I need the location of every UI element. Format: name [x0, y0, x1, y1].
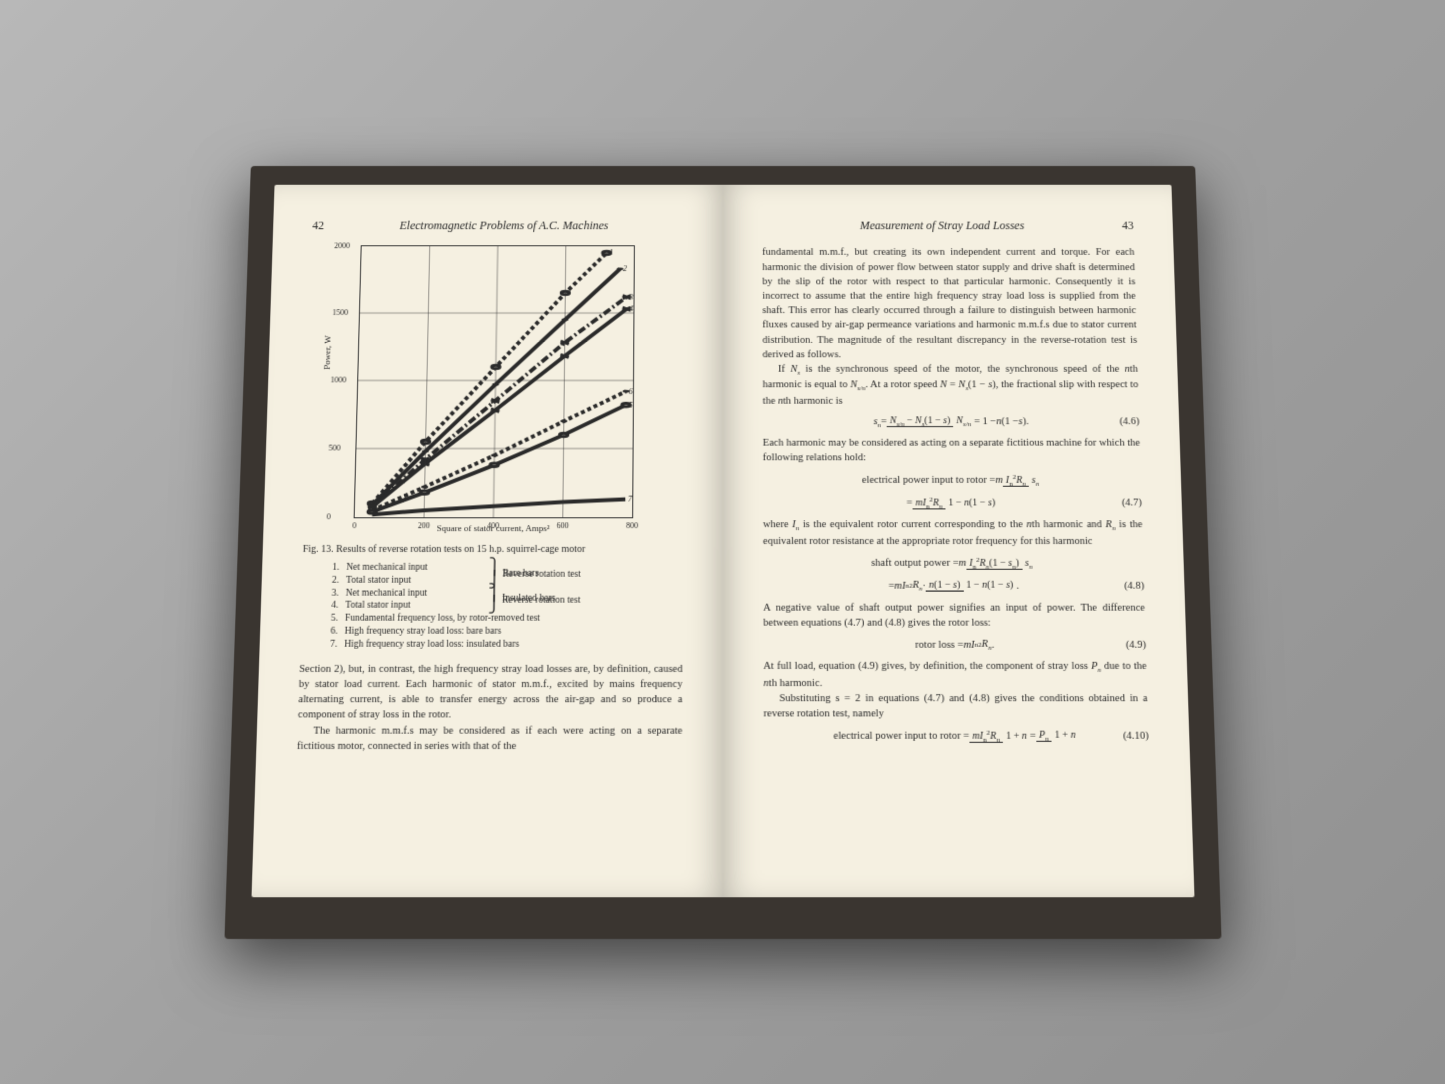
paragraph: Each harmonic may be considered as actin… [762, 436, 1140, 466]
equation-4-8b: = mIn2Rn · n(1 − s)1 − n(1 − s). (4.8) [763, 578, 1144, 594]
series-label: 7 [628, 494, 632, 505]
open-book: 42 Electromagnetic Problems of A.C. Mach… [224, 166, 1221, 939]
eq-number: (4.7) [1121, 496, 1142, 511]
paragraph: At full load, equation (4.9) gives, by d… [763, 659, 1147, 691]
series-label: 2 [622, 264, 626, 275]
legend-item: 7.High frequency stray load loss: insula… [330, 639, 683, 652]
paragraph: A negative value of shaft output power s… [763, 600, 1145, 630]
equation-4-6: sn = Ns/n − Ns(1 − s)Ns/n = 1 − n(1 − s)… [762, 414, 1139, 430]
ytick: 1500 [332, 308, 348, 319]
ytick: 500 [328, 443, 340, 454]
legend-item: 5.Fundamental frequency loss, by rotor-r… [330, 613, 682, 626]
xtick: 0 [352, 520, 356, 531]
ytick: 2000 [334, 241, 350, 252]
xtick: 200 [417, 520, 429, 531]
figure-caption: Fig. 13. Results of reverse rotation tes… [302, 543, 682, 557]
right-header: Measurement of Stray Load Losses 43 [762, 218, 1134, 234]
right-header-title: Measurement of Stray Load Losses [762, 218, 1122, 234]
y-axis-label: Power, W [321, 336, 335, 370]
series-label: 1 [609, 248, 613, 259]
xtick: 800 [626, 520, 638, 531]
paragraph: If Ns is the synchronous speed of the mo… [762, 362, 1139, 408]
background: 42 Electromagnetic Problems of A.C. Mach… [0, 0, 1445, 1084]
equation-4-8a: shaft output power = m In2Rn(1 − sn)sn [763, 555, 1144, 572]
eq-number: (4.10) [1122, 729, 1148, 744]
ytick: 0 [326, 512, 330, 523]
xtick: 600 [556, 520, 568, 531]
series-label: 5 [628, 400, 632, 411]
figure-legend-list: 1.Net mechanical input⎫Reverse rotation … [330, 562, 683, 652]
equation-4-9: rotor loss = mIn2Rn. (4.9) [763, 637, 1146, 653]
right-body-text: fundamental m.m.f., but creating its own… [762, 246, 1149, 746]
eq-number: (4.8) [1123, 579, 1144, 594]
legend-item: 6.High frequency stray load loss: bare b… [330, 626, 682, 639]
paragraph: Section 2), but, in contrast, the high f… [297, 661, 682, 723]
series-label: 4 [629, 304, 633, 315]
xtick: 400 [487, 520, 499, 531]
left-page: 42 Electromagnetic Problems of A.C. Mach… [251, 185, 722, 897]
paragraph: fundamental m.m.f., but creating its own… [762, 246, 1138, 363]
equation-4-10: electrical power input to rotor = mIn2Rn… [763, 728, 1148, 746]
series-label: 6 [628, 386, 632, 397]
left-body-text: Section 2), but, in contrast, the high f… [296, 661, 682, 754]
equation-4-7a: electrical power input to rotor = m In2R… [762, 472, 1141, 489]
right-page-number: 43 [1121, 218, 1133, 234]
paragraph: Substituting s = 2 in equations (4.7) an… [763, 691, 1148, 722]
eq-number: (4.6) [1119, 415, 1139, 430]
left-page-number: 42 [312, 218, 324, 234]
paragraph: where In is the equivalent rotor current… [762, 518, 1142, 549]
series-label: 3 [629, 292, 633, 303]
chart-grid [354, 247, 633, 518]
equation-4-7b: = mIn2Rn1 − n(1 − s) (4.7) [762, 495, 1141, 512]
paragraph: The harmonic m.m.f.s may be considered a… [296, 723, 682, 754]
left-header-title: Electromagnetic Problems of A.C. Machine… [323, 218, 683, 234]
chart-container: Power, W 2000 1500 1000 500 0 0 200 400 … [353, 246, 635, 536]
right-page: Measurement of Stray Load Losses 43 fund… [723, 185, 1194, 897]
line-chart: 2000 1500 1000 500 0 0 200 400 600 800 [353, 246, 634, 519]
eq-number: (4.9) [1125, 637, 1146, 652]
left-header: 42 Electromagnetic Problems of A.C. Mach… [312, 218, 684, 234]
ytick: 1000 [330, 375, 346, 386]
